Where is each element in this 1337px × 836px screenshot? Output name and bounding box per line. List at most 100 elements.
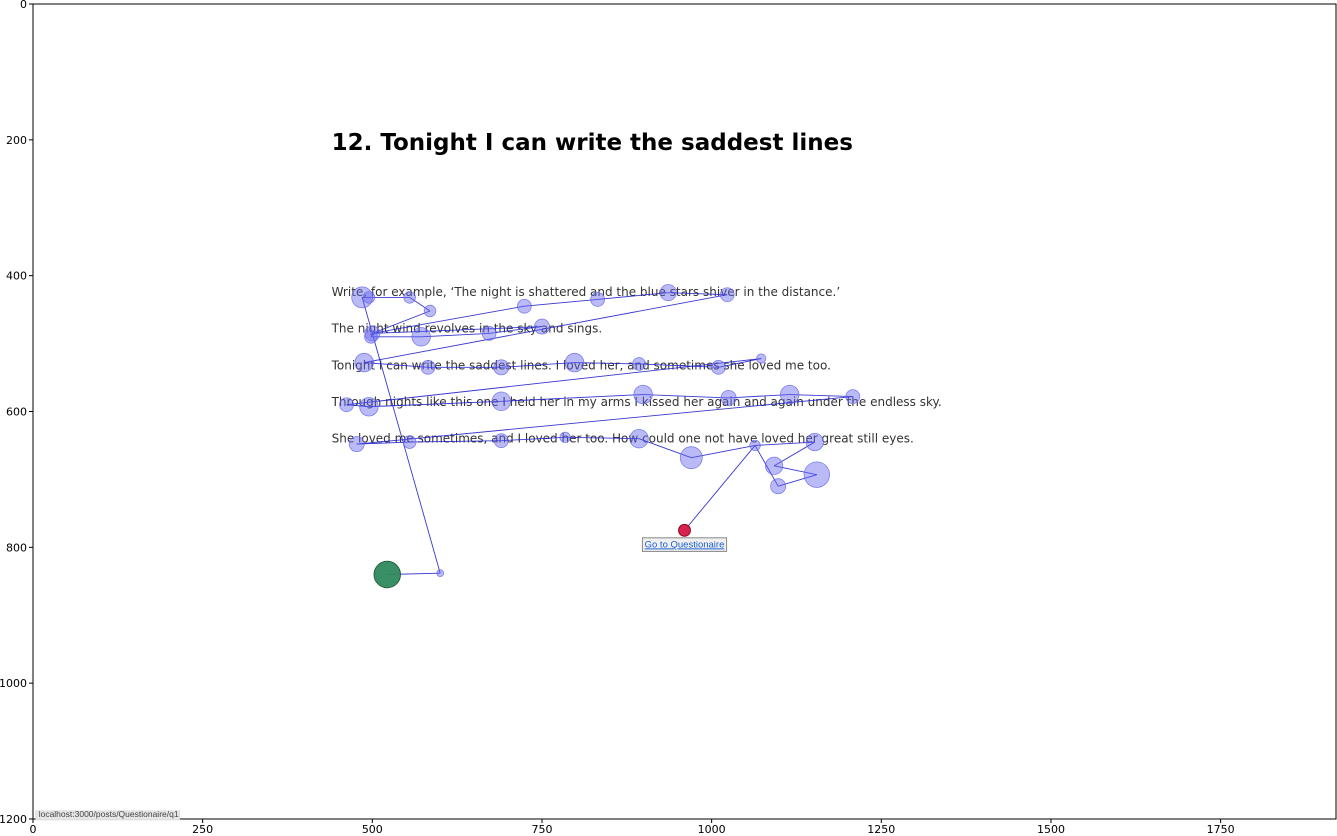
scanpath-segment <box>346 358 762 406</box>
fixation-point <box>633 384 653 405</box>
x-tick-label: 1000 <box>698 823 726 836</box>
fixation-point <box>423 304 437 318</box>
questionaire-button[interactable] <box>641 537 728 552</box>
fixation-point <box>711 359 726 375</box>
axis-ticks: 0 250 500 750 1000 1250 1500 1750 0 200 400 600 800 1… <box>0 0 1235 836</box>
fixation-point <box>402 435 417 449</box>
y-tick-label: 200 <box>6 134 27 147</box>
fixation-point <box>780 384 800 405</box>
scanpath-segment <box>755 441 815 446</box>
page-title: 12. Tonight I can write the saddest line… <box>332 130 853 156</box>
fixation-point <box>362 291 376 304</box>
questionaire-button-label[interactable]: Go to Questionaire <box>645 539 725 550</box>
x-tick-label: 250 <box>192 823 213 836</box>
fixation-point <box>632 357 646 371</box>
fixation-point <box>359 397 379 417</box>
scanpath-segment <box>773 441 816 467</box>
fixations <box>339 284 861 589</box>
scanpath-segment <box>409 440 502 443</box>
scanpath-segment <box>501 436 566 442</box>
fixation-point <box>354 352 374 373</box>
fixation-point <box>659 284 677 302</box>
fixation-point <box>481 326 497 341</box>
scanpath-segment <box>778 474 817 487</box>
scanpath-segment <box>488 326 543 334</box>
fixation-point <box>348 436 365 453</box>
fixation-point <box>564 352 585 373</box>
fixation-point <box>805 432 824 452</box>
poem-line: Through nights like this one I held her … <box>331 395 942 409</box>
scanpath-segment <box>372 305 525 334</box>
fixation-point <box>339 397 354 413</box>
scanpath-segment <box>370 333 373 337</box>
fixation-point <box>719 287 735 303</box>
scanpath-segment <box>668 292 728 296</box>
fixation-point <box>770 478 787 495</box>
end-fixation <box>678 523 691 537</box>
y-tick-label: 1200 <box>0 813 27 826</box>
scanpath-segment <box>789 394 853 398</box>
scanpath-segment <box>773 465 817 476</box>
status-url: localhost:3000/posts/Questionaire/q1 <box>39 809 179 819</box>
poem-line: Write, for example, ‘The night is shatte… <box>332 285 841 299</box>
fixation-point <box>720 389 737 406</box>
fixation-point <box>764 456 784 475</box>
scanpath-segment <box>361 297 441 574</box>
fixation-point <box>749 439 761 452</box>
fixation-point <box>756 353 767 364</box>
fixation-point <box>403 291 416 304</box>
fixation-point <box>411 327 431 347</box>
fixation-point <box>590 292 605 307</box>
scanpath-segment <box>639 363 719 368</box>
scanpath-segment <box>364 362 429 368</box>
x-tick-label: 1750 <box>1207 823 1235 836</box>
x-tick-label: 0 <box>30 823 37 836</box>
poem-line: Tonight I can write the saddest lines. I… <box>331 358 831 372</box>
scanpath-segment <box>364 294 728 364</box>
fixation-point <box>436 569 445 578</box>
status-bar <box>35 810 180 821</box>
fixation-point <box>803 461 830 488</box>
scanpath-segment <box>574 362 640 365</box>
scanpath-segment <box>368 400 502 408</box>
scanpath-segment <box>565 436 640 440</box>
fixation-point <box>534 318 550 335</box>
fixation-point <box>493 359 510 376</box>
fixation-point <box>420 359 436 375</box>
x-tick-label: 1500 <box>1037 823 1065 836</box>
start-fixation <box>373 560 401 589</box>
scanpath-segment <box>356 396 853 445</box>
y-tick-label: 800 <box>6 541 27 554</box>
y-tick-label: 400 <box>6 270 27 283</box>
x-tick-label: 1250 <box>867 823 895 836</box>
fixation-point <box>364 330 378 344</box>
scanpath-segment <box>372 310 431 334</box>
fixation-point <box>493 433 509 449</box>
x-tick-label: 750 <box>531 823 552 836</box>
scanpath <box>346 292 853 575</box>
fixation-point <box>516 298 532 314</box>
scanpath-segment <box>501 362 575 368</box>
fixation-point <box>491 391 511 411</box>
scanpath-segment <box>643 394 729 399</box>
fixation-point <box>364 325 381 342</box>
scanpath-segment <box>524 298 598 307</box>
scanpath-segment <box>409 297 431 312</box>
y-tick-label: 0 <box>20 0 27 11</box>
scanpath-segment <box>346 404 369 408</box>
plot-frame <box>32 3 1337 820</box>
scanpath-segment <box>597 292 669 300</box>
y-tick-label: 1000 <box>0 677 27 690</box>
y-tick-label: 600 <box>6 406 27 419</box>
scanpath-segment <box>372 326 543 334</box>
fixation-point <box>679 446 703 470</box>
scanpath-segment <box>728 394 790 399</box>
x-tick-label: 500 <box>362 823 383 836</box>
fixation-point <box>559 431 571 443</box>
fixation-point <box>629 428 649 449</box>
fixation-point <box>845 389 861 404</box>
scanpath-segment <box>501 394 644 402</box>
scanpath-segment <box>684 445 756 531</box>
